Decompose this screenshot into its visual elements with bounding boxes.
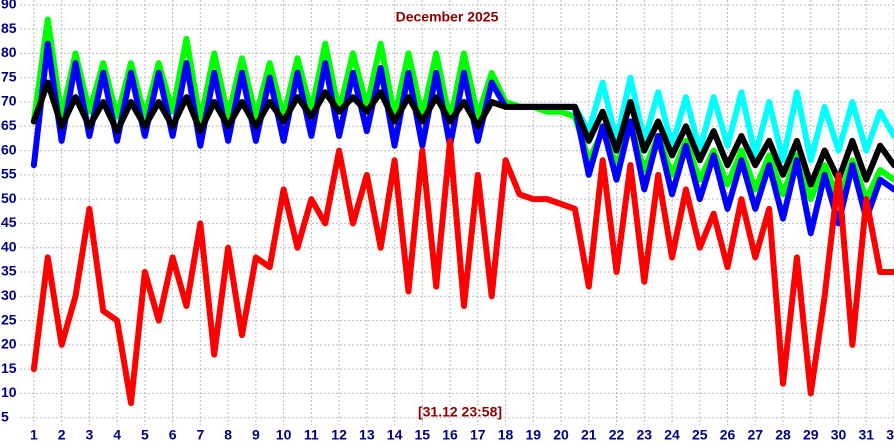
y-tick-label: 80: [1, 44, 17, 60]
y-tick-label: 65: [1, 117, 17, 133]
x-tick-label: 2: [58, 427, 66, 443]
x-tick-label: 12: [331, 427, 347, 443]
x-tick-label: 19: [526, 427, 542, 443]
x-tick-label: 13: [359, 427, 375, 443]
y-tick-label: 20: [1, 336, 17, 352]
x-tick-label: 25: [692, 427, 708, 443]
x-tick-label: 30: [831, 427, 847, 443]
x-tick-label: 15: [415, 427, 431, 443]
y-tick-label: 15: [1, 360, 17, 376]
x-tick-label: 16: [442, 427, 458, 443]
y-tick-label: 90: [1, 0, 17, 12]
y-tick-label: 75: [1, 68, 17, 84]
x-tick-label: 31: [858, 427, 874, 443]
y-tick-label: 50: [1, 190, 17, 206]
x-tick-label: 26: [720, 427, 736, 443]
x-tick-label: 22: [609, 427, 625, 443]
x-tick-label: 5: [141, 427, 149, 443]
x-tick-label: 21: [581, 427, 597, 443]
y-tick-label: 55: [1, 166, 17, 182]
x-tick-label: 10: [276, 427, 292, 443]
annotation: [31.12 23:58]: [418, 404, 502, 420]
x-tick-label: 23: [636, 427, 652, 443]
x-tick-label: 17: [470, 427, 486, 443]
x-tick-label: 20: [553, 427, 569, 443]
y-tick-label: 25: [1, 311, 17, 327]
y-tick-label: 35: [1, 263, 17, 279]
series-line: [30, 137, 894, 407]
y-tick-label: 30: [1, 287, 17, 303]
y-tick-label: 45: [1, 214, 17, 230]
x-tick-label: 4: [113, 427, 121, 443]
series-line: [571, 74, 894, 164]
y-tick-label: 10: [1, 384, 17, 400]
x-tick-label: 18: [498, 427, 514, 443]
y-tick-label: 60: [1, 141, 17, 157]
series-line: [30, 79, 894, 188]
x-tick-label: 1: [30, 427, 38, 443]
x-tick-label: 6: [169, 427, 177, 443]
y-tick-label: 40: [1, 238, 17, 254]
x-tick-label: 29: [803, 427, 819, 443]
lines: [30, 16, 894, 407]
x-tick-label: 14: [387, 427, 403, 443]
x-tick-label: 32: [886, 427, 894, 443]
x-tick-label: 7: [196, 427, 204, 443]
x-tick-label: 27: [747, 427, 763, 443]
y-tick-label: 70: [1, 93, 17, 109]
x-tick-label: 8: [224, 427, 232, 443]
y-tick-label: 85: [1, 20, 17, 36]
y-tick-label: 5: [1, 408, 9, 424]
series-line: [30, 16, 894, 203]
x-tick-label: 9: [252, 427, 260, 443]
chart-title: December 2025: [396, 9, 499, 25]
x-tick-label: 3: [85, 427, 93, 443]
x-tick-label: 11: [304, 427, 319, 443]
x-tick-label: 24: [664, 427, 680, 443]
x-tick-label: 28: [775, 427, 791, 443]
